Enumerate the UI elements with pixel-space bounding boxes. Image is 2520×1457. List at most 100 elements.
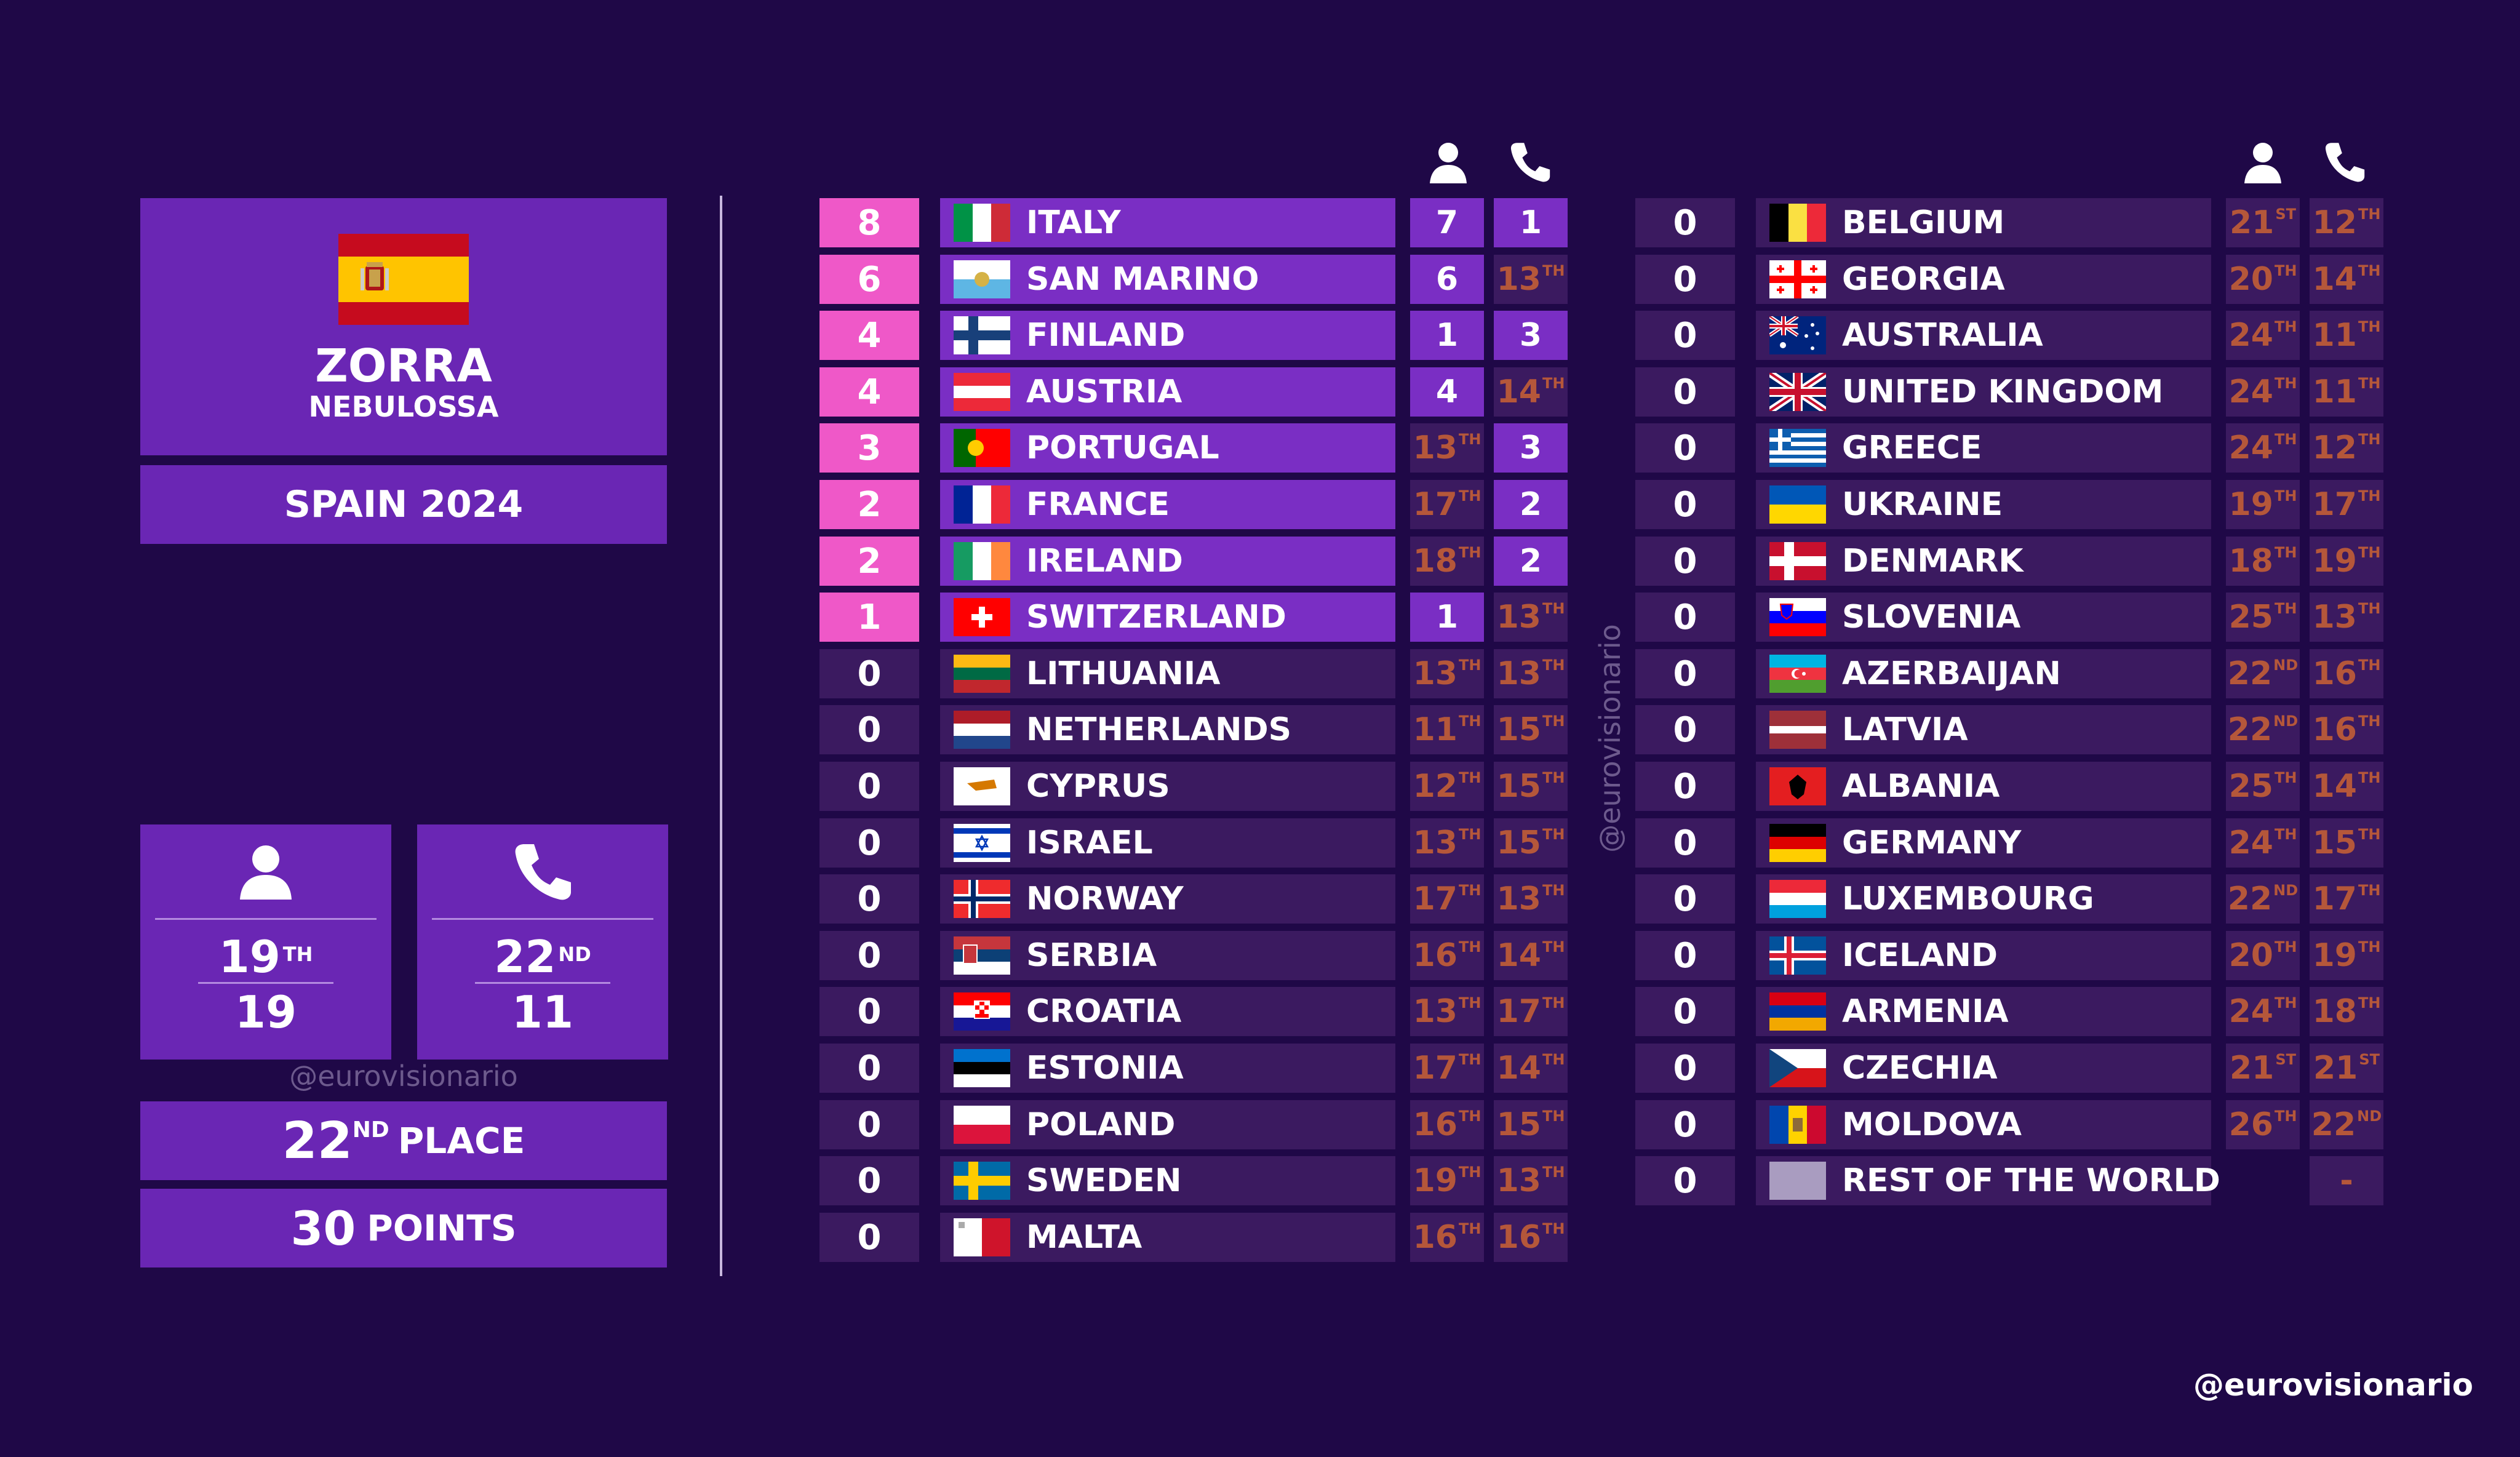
country-year: SPAIN 2024: [284, 483, 524, 526]
person-icon: [235, 840, 297, 902]
points-cell: 0: [819, 1213, 919, 1262]
points-cell: 0: [819, 1156, 919, 1205]
country-name: GREECE: [1842, 429, 1982, 466]
televote-rank-cell: 15 TH: [1494, 1100, 1568, 1149]
country-name: SWITZERLAND: [1026, 599, 1286, 636]
phone-icon: [1509, 140, 1552, 183]
points-cell: 0: [1635, 1044, 1735, 1093]
points-cell: 0: [819, 1044, 919, 1093]
country-cell: SWEDEN: [940, 1156, 1395, 1205]
flag-icon: [954, 598, 1010, 636]
country-name: ICELAND: [1842, 937, 1998, 974]
points-cell: 0: [1635, 705, 1735, 754]
country-cell: ISRAEL: [940, 818, 1395, 868]
country-cell: PORTUGAL: [940, 423, 1395, 473]
flag-icon: [1769, 1049, 1826, 1087]
jury-rank-cell: 24 TH: [2226, 367, 2300, 417]
televote-rank-cell: 13 TH: [1494, 649, 1568, 698]
country-name: GEORGIA: [1842, 261, 2005, 298]
country-cell: UKRAINE: [1756, 480, 2211, 529]
artist-name: ZORRA: [315, 340, 492, 393]
flag-icon: [954, 1218, 1010, 1256]
flag-icon: [954, 485, 1010, 524]
jury-rank-cell: 11 TH: [1410, 705, 1484, 754]
points-cell: 0: [1635, 480, 1735, 529]
televote-rank-cell: 18 TH: [2310, 987, 2383, 1036]
place-label: PLACE: [397, 1120, 525, 1162]
country-name: REST OF THE WORLD: [1842, 1162, 2220, 1199]
jury-rank-cell: 24 TH: [2226, 311, 2300, 360]
flag-icon: [954, 824, 1010, 862]
country-cell: ICELAND: [1756, 931, 2211, 980]
jury-rank-cell: 13 TH: [1410, 987, 1484, 1036]
points-cell: 0: [819, 818, 919, 868]
country-name: SWEDEN: [1026, 1162, 1182, 1199]
televote-rank-cell: 11 TH: [2310, 367, 2383, 417]
country-cell: AZERBAIJAN: [1756, 649, 2211, 698]
points-number: 30: [290, 1200, 356, 1256]
points-cell: 0: [1635, 537, 1735, 586]
points-cell: 0: [1635, 593, 1735, 642]
country-name: SLOVENIA: [1842, 599, 2021, 636]
flag-icon: [954, 260, 1010, 298]
phone-icon: [2323, 140, 2366, 183]
televote-rank-cell: 15 TH: [1494, 762, 1568, 811]
points-cell: 0: [819, 705, 919, 754]
country-cell: ESTONIA: [940, 1044, 1395, 1093]
televote-rank-cell: 14 TH: [2310, 762, 2383, 811]
jury-rank-cell: [2226, 1156, 2300, 1205]
televote-rank-cell: 22 ND: [2310, 1100, 2383, 1149]
flag-icon: [1769, 204, 1826, 242]
country-cell: CYPRUS: [940, 762, 1395, 811]
points-cell: 0: [819, 1100, 919, 1149]
country-cell: IRELAND: [940, 537, 1395, 586]
flag-icon: [954, 936, 1010, 975]
footer-handle: @eurovisionario: [2193, 1367, 2473, 1403]
televote-rank-cell: 2: [1494, 537, 1568, 586]
country-name: AZERBAIJAN: [1842, 655, 2061, 692]
televote-rank-cell: 21 ST: [2310, 1044, 2383, 1093]
country-name: DENMARK: [1842, 543, 2024, 580]
country-name: AUSTRALIA: [1842, 317, 2043, 354]
country-name: ITALY: [1026, 204, 1121, 241]
country-cell: GEORGIA: [1756, 255, 2211, 304]
jury-rank-cell: 22 ND: [2226, 874, 2300, 924]
country-cell: FRANCE: [940, 480, 1395, 529]
country-name: ALBANIA: [1842, 768, 2000, 805]
televote-stat-box: 22 ND 11: [417, 824, 668, 1060]
artist-card: ZORRA NEBULOSSA: [140, 198, 667, 455]
country-cell: FINLAND: [940, 311, 1395, 360]
country-cell: SLOVENIA: [1756, 593, 2211, 642]
jury-stat-box: 19 TH 19: [140, 824, 391, 1060]
country-name: BELGIUM: [1842, 204, 2005, 241]
televote-rank-cell: 11 TH: [2310, 311, 2383, 360]
televote-rank-cell: 14 TH: [2310, 255, 2383, 304]
country-name: AUSTRIA: [1026, 373, 1182, 410]
jury-rank-cell: 19 TH: [2226, 480, 2300, 529]
jury-rank-cell: 1: [1410, 593, 1484, 642]
country-name: PORTUGAL: [1026, 429, 1219, 466]
points-cell: 0: [1635, 987, 1735, 1036]
country-name: NETHERLANDS: [1026, 711, 1292, 748]
flag-icon: [954, 655, 1010, 693]
flag-icon: [1769, 767, 1826, 805]
jury-rank-cell: 19 TH: [1410, 1156, 1484, 1205]
jury-rank-cell: 22 ND: [2226, 649, 2300, 698]
jury-rank-cell: 18 TH: [2226, 537, 2300, 586]
jury-rank-cell: 16 TH: [1410, 1100, 1484, 1149]
jury-rank-cell: 16 TH: [1410, 1213, 1484, 1262]
televote-rank-cell: 17 TH: [1494, 987, 1568, 1036]
jury-rank-cell: 21 ST: [2226, 198, 2300, 247]
flag-icon: [954, 542, 1010, 580]
jury-rank-cell: 17 TH: [1410, 480, 1484, 529]
place-number: 22: [282, 1111, 353, 1170]
flag-icon: [1769, 655, 1826, 693]
country-cell: LATVIA: [1756, 705, 2211, 754]
country-cell: CROATIA: [940, 987, 1395, 1036]
points-cell: 0: [1635, 367, 1735, 417]
televote-rank-cell: 17 TH: [2310, 480, 2383, 529]
points-cell: 8: [819, 198, 919, 247]
televote-rank-cell: 13 TH: [2310, 593, 2383, 642]
country-name: CYPRUS: [1026, 768, 1170, 805]
jury-rank-cell: 22 ND: [2226, 705, 2300, 754]
